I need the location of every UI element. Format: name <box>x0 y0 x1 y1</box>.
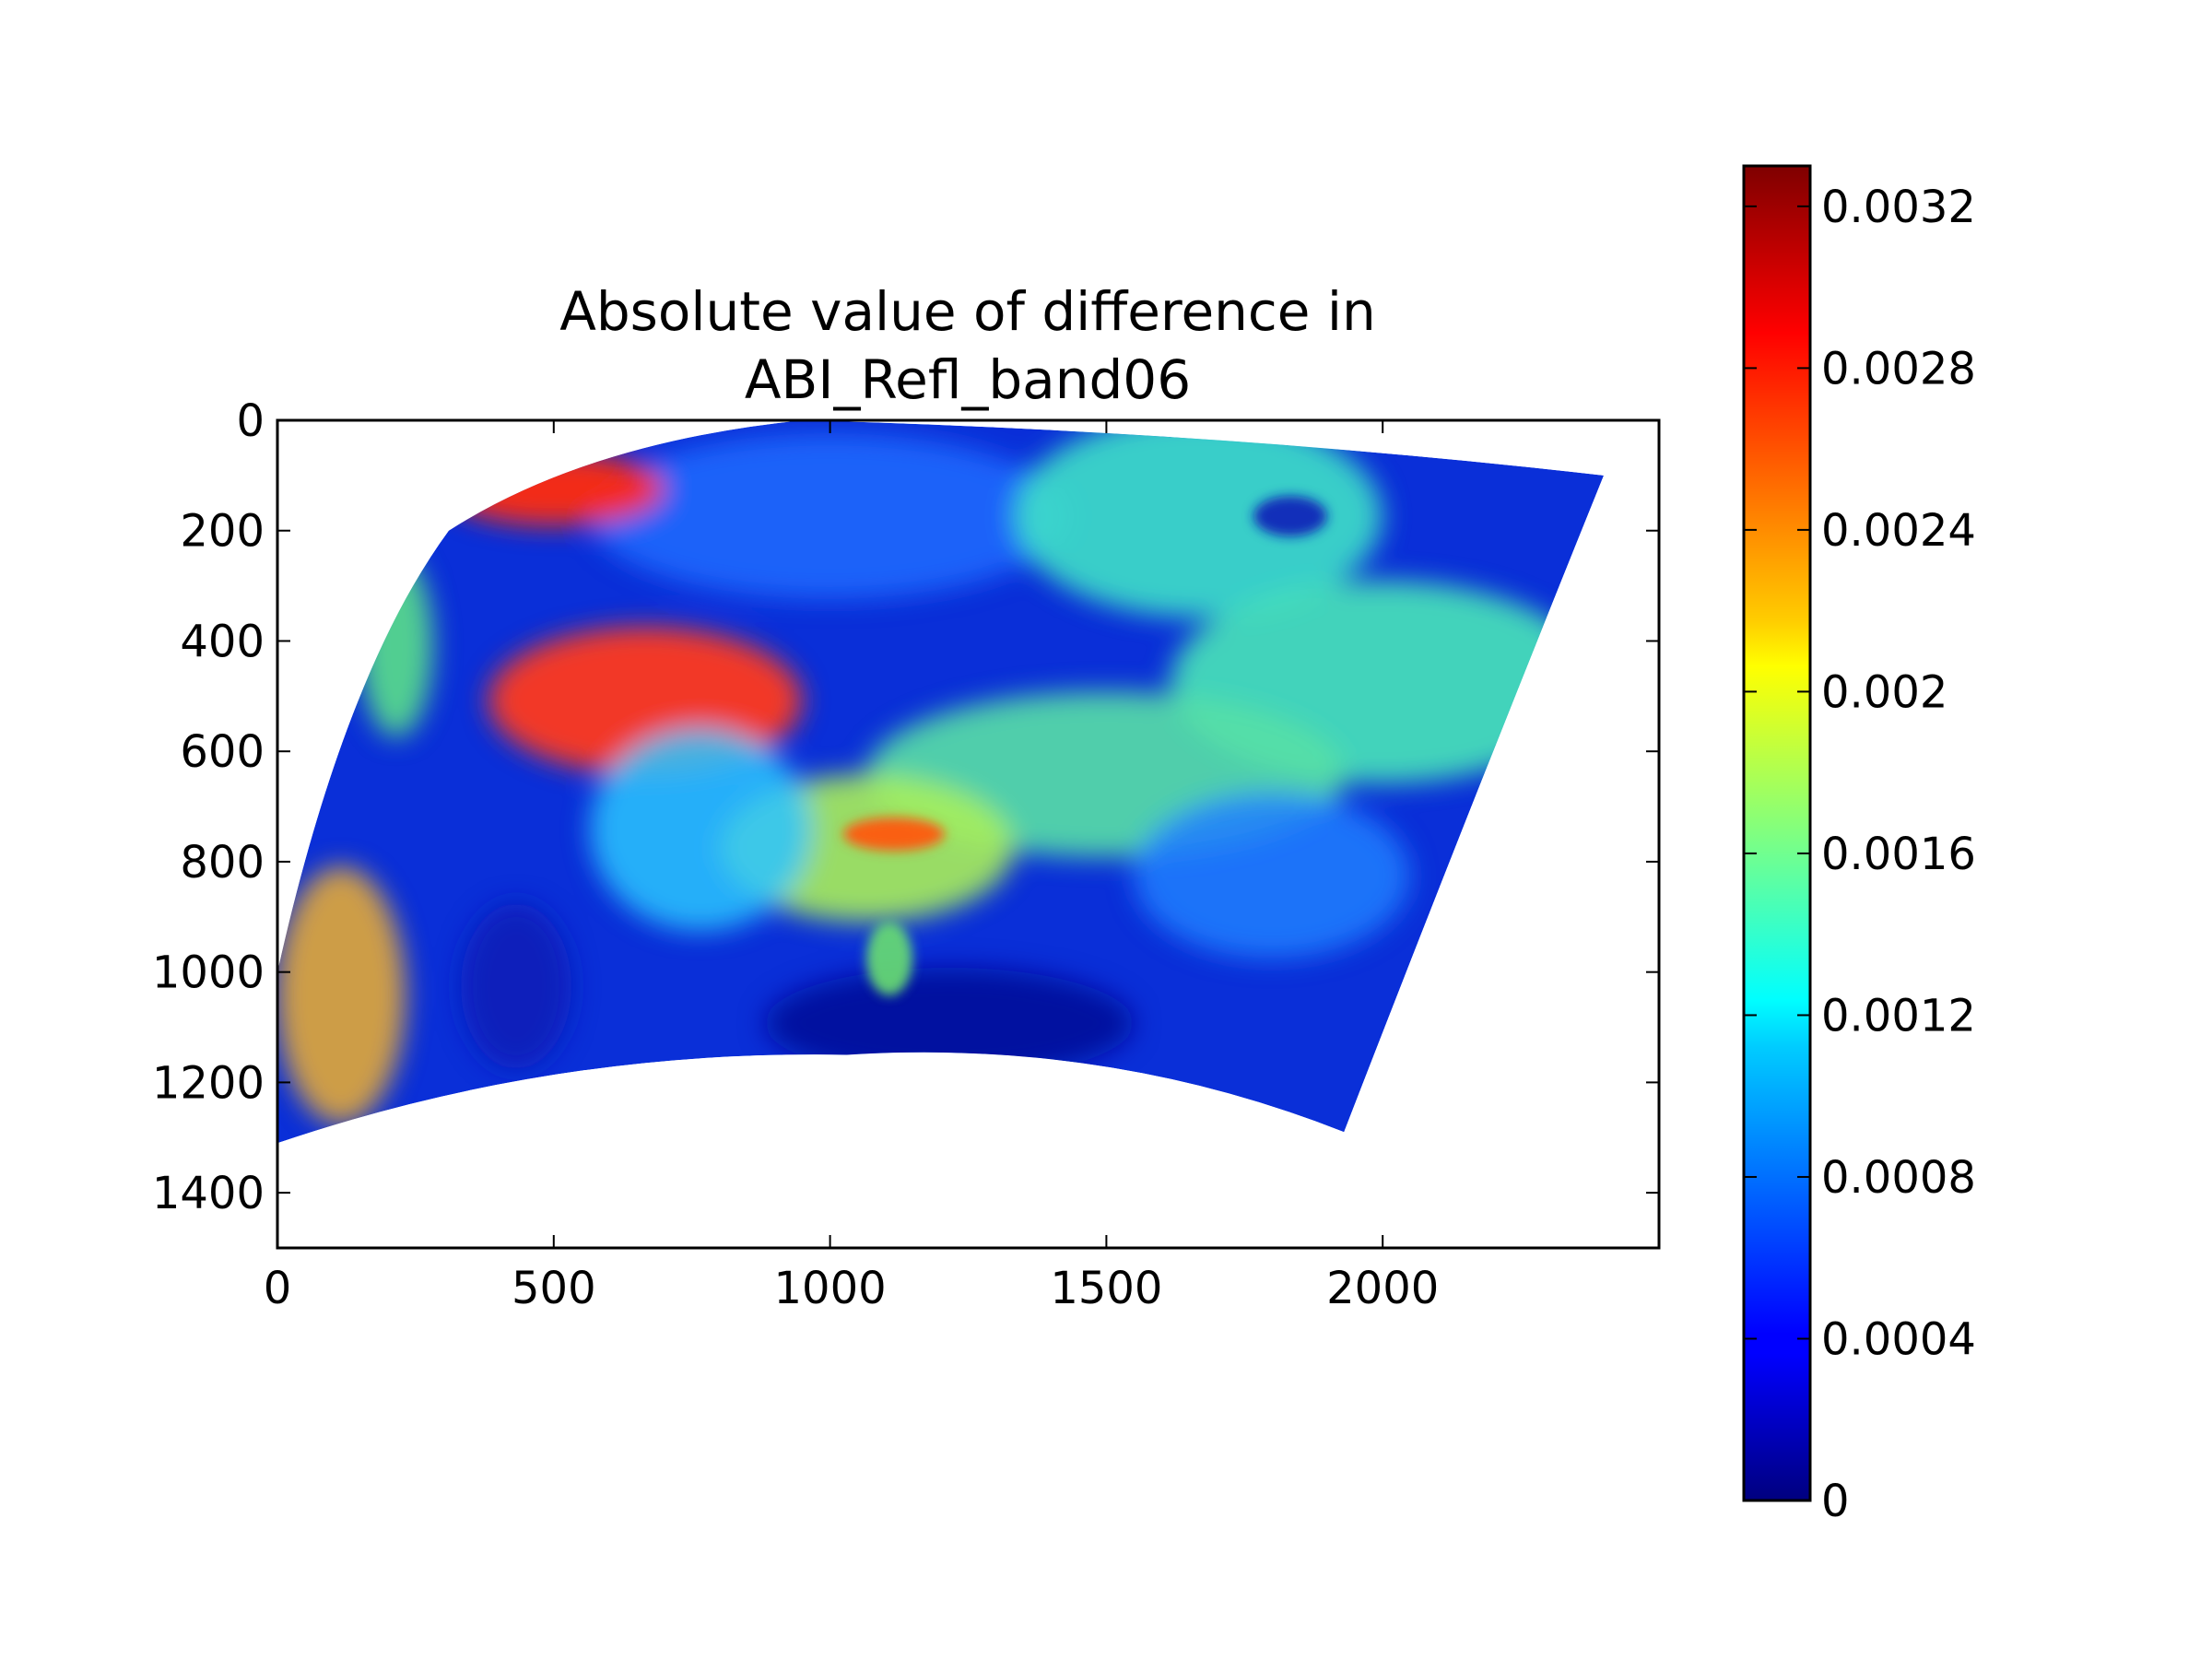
field-swirl <box>1014 420 1382 618</box>
x-tick-label: 1000 <box>774 1263 887 1314</box>
colorbar-tick-label: 0.0012 <box>1821 990 1976 1041</box>
colorbar-tick-label: 0.0024 <box>1821 505 1976 557</box>
field-dark-west <box>461 903 571 1069</box>
colorbar-tick-label: 0.0032 <box>1821 182 1976 233</box>
y-tick-label: 0 <box>236 395 265 447</box>
field-green-west <box>359 553 433 737</box>
field-dark-hole <box>1253 496 1327 536</box>
x-tick-label: 0 <box>264 1263 292 1314</box>
field-orange-patch <box>843 818 945 851</box>
colorbar-tick-label: 0.0008 <box>1821 1152 1976 1204</box>
colorbar-tick-label: 0.0004 <box>1821 1313 1976 1365</box>
y-tick-label: 1200 <box>152 1057 265 1109</box>
chart-title-line-1: Absolute value of difference in <box>559 280 1376 343</box>
heatmap-image <box>277 420 1605 1144</box>
y-tick-label: 600 <box>180 726 265 778</box>
colorbar-tick-label: 0.0028 <box>1821 343 1976 394</box>
y-tick-label: 200 <box>180 506 265 558</box>
field-dark-south <box>765 968 1134 1078</box>
field-blue-north <box>590 433 1069 599</box>
field-green-island <box>866 922 912 995</box>
y-tick-label: 1000 <box>152 947 265 999</box>
x-tick-label: 500 <box>512 1263 596 1314</box>
colorbar <box>1742 164 1812 1502</box>
y-tick-label: 800 <box>180 837 265 888</box>
y-tick-label: 400 <box>180 616 265 667</box>
colorbar-tick-label: 0.0016 <box>1821 829 1976 880</box>
field-cyan-mid <box>590 728 811 931</box>
y-tick-label: 1400 <box>152 1168 265 1219</box>
x-tick-label: 1500 <box>1050 1263 1162 1314</box>
colorbar-tick-label: 0.002 <box>1821 666 1947 718</box>
colorbar-axis: 0 0.0004 0.0008 0.0012 0.0016 0.002 0.0024 0.00… <box>1744 182 1976 1527</box>
field-red-north <box>442 452 664 525</box>
colorbar-tick-label: 0 <box>1821 1476 1850 1527</box>
chart-title-line-2: ABI_Refl_band06 <box>745 348 1191 411</box>
plot-frame <box>276 418 1661 1250</box>
x-tick-label: 2000 <box>1326 1263 1439 1314</box>
field-speckle-sw <box>277 866 406 1124</box>
y-axis: 0 200 400 600 800 1000 1200 1400 <box>152 395 1659 1219</box>
x-axis: 0 500 1000 1500 2000 <box>264 420 1439 1314</box>
field-east-speckle <box>1134 793 1410 959</box>
